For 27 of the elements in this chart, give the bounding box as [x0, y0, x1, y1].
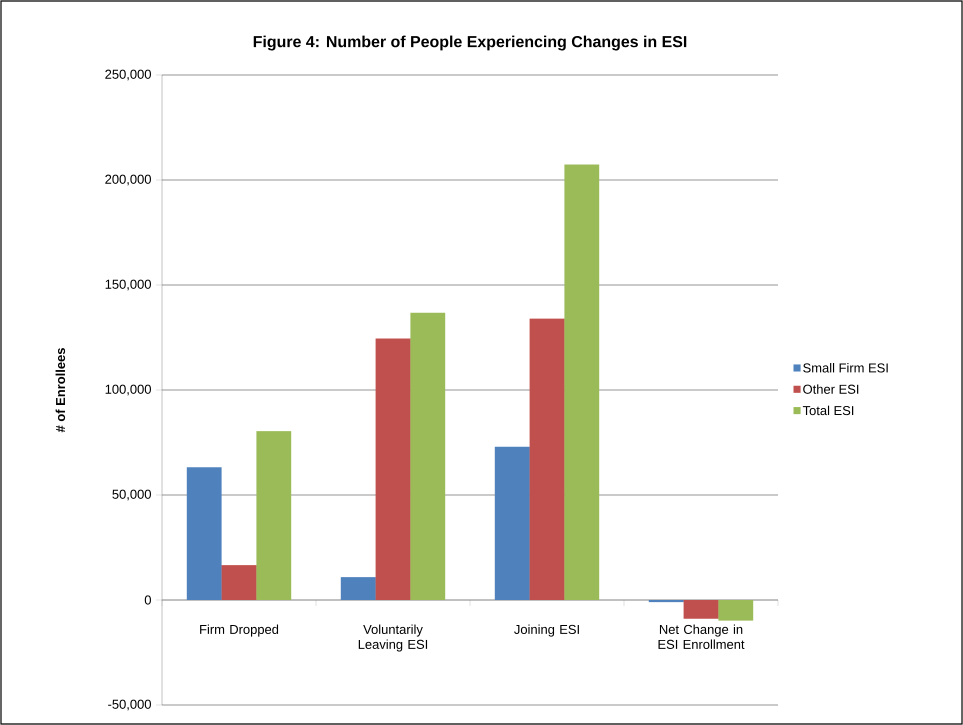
chart-title: Figure 4: Number of People Experiencing Changes in ESI [254, 36, 686, 50]
bar [186, 467, 222, 600]
y-tick-label: 250,000 [105, 70, 151, 80]
y-tick-label: 150,000 [106, 280, 151, 290]
bar [718, 600, 754, 621]
y-tick-label: 0 [144, 595, 151, 605]
legend-label: Other ESI [803, 384, 858, 394]
bar [530, 318, 564, 600]
x-tick-label: Net Change in ESI Enrollment [658, 624, 744, 649]
x-tick-label: Voluntarily Leaving ESI [358, 624, 428, 652]
bar [222, 565, 256, 600]
y-tick-label: 50,000 [112, 490, 151, 500]
x-tick-label: Firm Dropped [200, 624, 278, 637]
bar [376, 338, 410, 600]
y-tick-label: -50,000 [108, 700, 151, 710]
bar [494, 446, 530, 600]
y-axis-title: # of Enrollees [56, 348, 66, 432]
bar [684, 600, 718, 619]
bar [410, 312, 446, 600]
x-tick-label: Joining ESI [514, 624, 579, 637]
bar [256, 431, 292, 600]
bar [564, 164, 600, 600]
legend-label: Total ESI [802, 406, 854, 416]
bar [340, 577, 376, 600]
y-tick-label: 200,000 [105, 174, 151, 186]
y-tick-label: 100,000 [106, 384, 151, 396]
legend-label: Small Firm ESI [803, 363, 888, 373]
